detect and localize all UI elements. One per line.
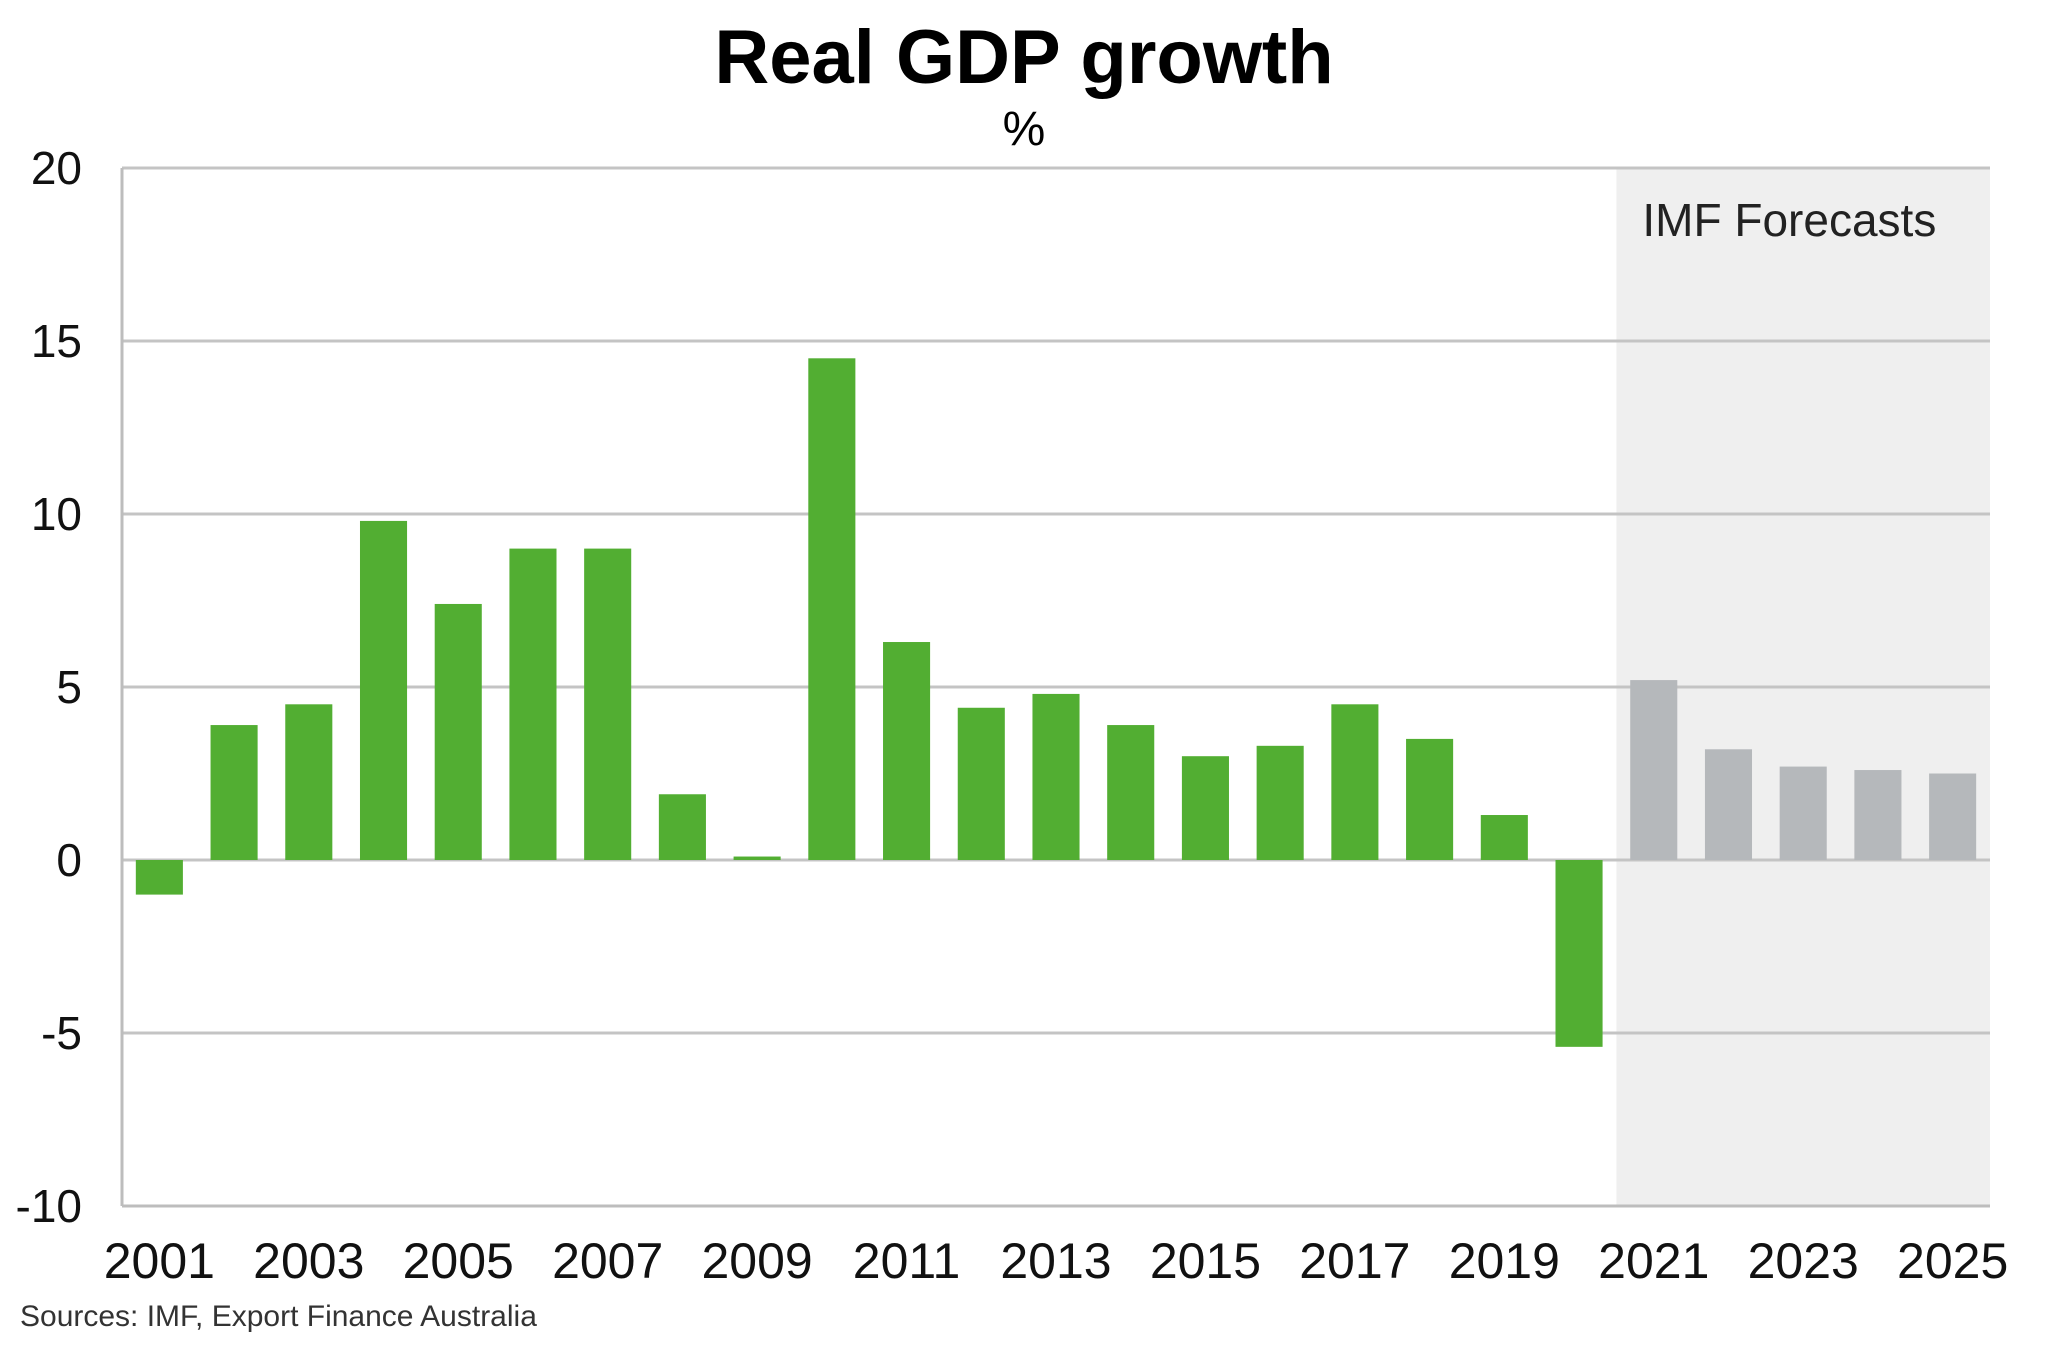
bar-2003 [285, 704, 333, 860]
y-tick-label: -10 [16, 1180, 82, 1232]
source-note: Sources: IMF, Export Finance Australia [20, 1300, 537, 1333]
y-tick-label: 15 [31, 315, 82, 367]
x-tick-label: 2009 [702, 1233, 813, 1289]
bar-2011 [883, 642, 931, 860]
bar-2024 [1854, 770, 1902, 860]
bar-2010 [808, 358, 856, 860]
y-tick-label: 0 [56, 834, 82, 886]
chart-subtitle: % [1002, 103, 1046, 156]
y-tick-label: 10 [31, 488, 82, 540]
x-tick-label: 2019 [1449, 1233, 1560, 1289]
y-tick-label: 20 [31, 142, 82, 194]
x-tick-label: 2003 [253, 1233, 364, 1289]
bar-2022 [1704, 749, 1753, 860]
x-tick-label: 2013 [1000, 1233, 1111, 1289]
bar-2025 [1929, 773, 1977, 860]
bar-2008 [658, 794, 706, 860]
y-tick-label: -5 [41, 1007, 82, 1059]
bar-2005 [434, 603, 482, 860]
bar-2020 [1555, 860, 1603, 1047]
bar-2013 [1032, 693, 1080, 860]
bar-2018 [1406, 738, 1454, 860]
bar-2014 [1107, 725, 1155, 860]
bar-2021 [1630, 680, 1678, 860]
x-tick-label: 2015 [1150, 1233, 1261, 1289]
bar-2012 [957, 707, 1005, 860]
x-tick-label: 2017 [1299, 1233, 1410, 1289]
bar-2023 [1779, 766, 1827, 860]
bar-2002 [210, 725, 258, 860]
forecast-label: IMF Forecasts [1642, 194, 1936, 246]
bar-2009 [733, 856, 781, 860]
bar-2019 [1480, 815, 1528, 860]
x-tick-label: 2001 [104, 1233, 215, 1289]
bar-2001 [135, 860, 183, 895]
bar-2017 [1331, 704, 1379, 860]
x-tick-label: 2005 [403, 1233, 514, 1289]
bar-2006 [509, 548, 557, 860]
x-tick-label: 2007 [552, 1233, 663, 1289]
bar-2015 [1181, 756, 1229, 860]
x-tick-label: 2011 [853, 1233, 961, 1289]
chart-title: Real GDP growth [714, 15, 1334, 100]
x-tick-label: 2023 [1748, 1233, 1859, 1289]
bar-2016 [1256, 745, 1304, 860]
y-tick-label: 5 [56, 661, 82, 713]
bar-2007 [584, 548, 632, 860]
x-tick-label: 2025 [1897, 1233, 2008, 1289]
x-tick-label: 2021 [1598, 1233, 1709, 1289]
bar-2004 [359, 520, 408, 860]
